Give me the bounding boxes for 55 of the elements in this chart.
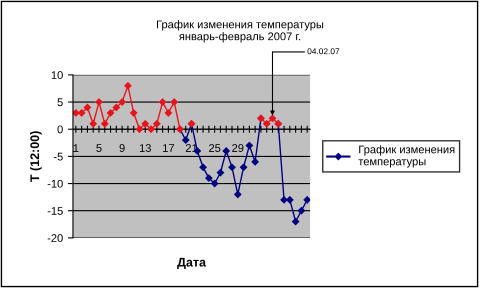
point [251, 158, 259, 166]
point [280, 196, 288, 204]
y-tick-label: -20 [48, 234, 63, 242]
point [95, 98, 103, 106]
point [170, 98, 178, 106]
y-tick-label: 0 [57, 125, 63, 134]
point [142, 120, 149, 128]
point [78, 109, 86, 117]
point [211, 180, 218, 188]
point [298, 207, 306, 214]
x-tick-label: 29 [232, 144, 244, 152]
y-tick-label: -10 [48, 180, 63, 188]
point [130, 109, 138, 117]
point [147, 126, 155, 133]
point [158, 98, 166, 106]
x-tick-label: 13 [140, 144, 151, 152]
annotation: 04.02.07 [308, 48, 340, 54]
point [84, 104, 92, 112]
x-axis-title: Дата [177, 258, 206, 269]
point [106, 109, 114, 117]
y-tick-label: -5 [54, 152, 63, 161]
y-tick-label: 10 [52, 71, 63, 80]
y-tick-label: 5 [58, 98, 63, 106]
legend-label: График изменения температуры [358, 145, 454, 168]
point [199, 164, 207, 171]
x-tick-label: 9 [120, 144, 125, 152]
point [101, 120, 108, 128]
y-tick-label: -15 [48, 207, 63, 215]
x-tick-label: 17 [163, 144, 174, 152]
point [112, 104, 120, 112]
point [292, 218, 300, 226]
point [205, 174, 213, 182]
point [222, 147, 230, 155]
point [153, 120, 160, 128]
point [240, 164, 248, 171]
point [182, 136, 190, 144]
x-tick-label: 1 [74, 144, 78, 152]
point [216, 169, 224, 176]
point [164, 109, 172, 117]
point [268, 114, 276, 122]
point [246, 142, 253, 150]
point [124, 82, 132, 90]
y-axis-title: T (12:00) [30, 131, 42, 182]
x-tick-label: 5 [96, 144, 102, 152]
point [286, 196, 294, 204]
point [263, 120, 270, 128]
point [90, 120, 97, 128]
x-tick-label: 25 [209, 144, 220, 152]
chart-title: График изменения температуры январь-февраль 2007 г. [157, 20, 324, 42]
point [228, 164, 236, 171]
point [234, 190, 242, 198]
point [118, 98, 126, 106]
point [304, 196, 310, 204]
point [136, 126, 144, 133]
point [72, 109, 80, 117]
